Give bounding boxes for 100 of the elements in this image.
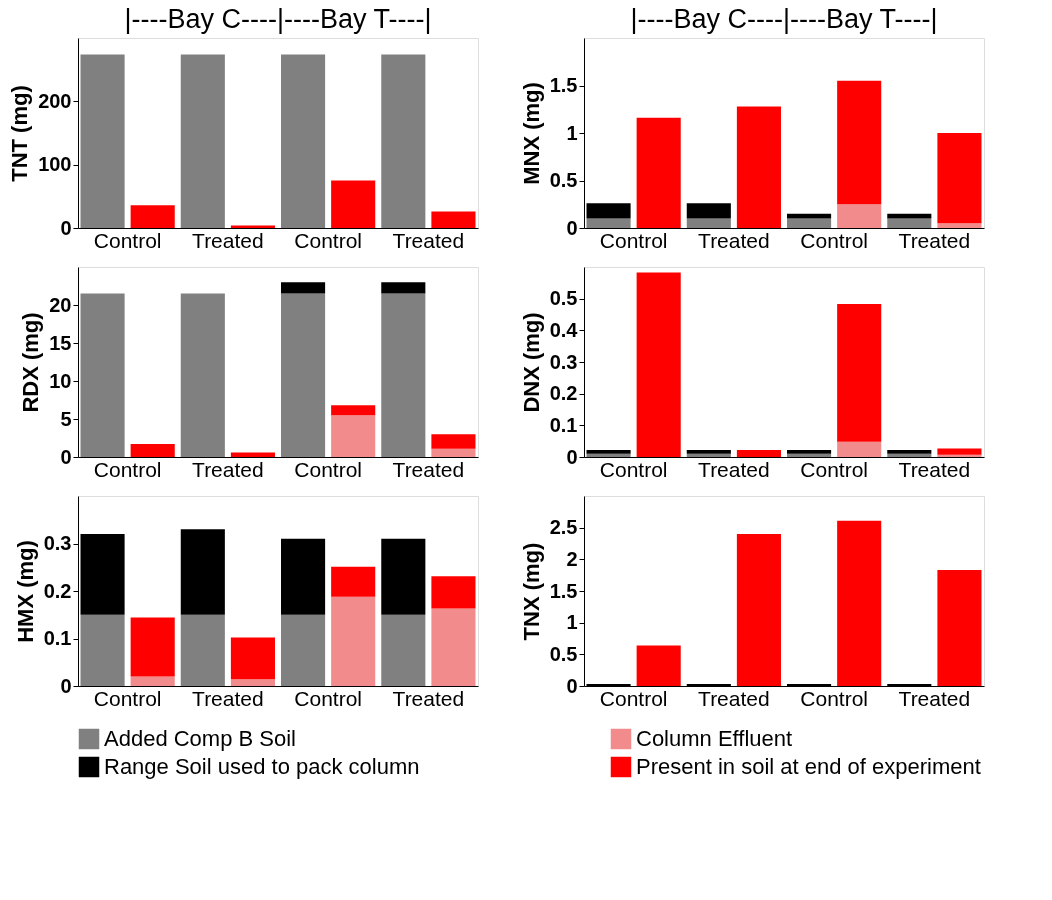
- y-tick-label: 0: [60, 674, 72, 697]
- bar: [837, 441, 882, 457]
- bar: [937, 223, 982, 228]
- y-tick-label: 0.5: [549, 642, 578, 665]
- bar: [180, 54, 225, 228]
- x-tick-label: Treated: [392, 228, 465, 252]
- chart-title: |----Bay C----|----Bay T----|: [124, 4, 432, 34]
- bar: [331, 180, 376, 228]
- bar: [281, 538, 326, 615]
- bar: [331, 596, 376, 686]
- x-tick-label: Control: [294, 228, 362, 252]
- y-tick-label: 0: [566, 216, 578, 239]
- x-tick-label: Control: [93, 686, 162, 710]
- x-tick-label: Treated: [898, 457, 971, 481]
- x-tick-label: Treated: [898, 686, 971, 710]
- y-axis-title: HMX (mg): [12, 540, 38, 643]
- y-tick-label: 15: [49, 331, 72, 354]
- bar: [381, 293, 426, 457]
- bar: [431, 211, 476, 228]
- y-tick-label: 0.3: [43, 532, 72, 554]
- y-axis-title: TNX (mg): [518, 542, 544, 641]
- x-tick-label: Treated: [192, 686, 264, 710]
- y-tick-label: 0.2: [43, 579, 72, 602]
- bar: [331, 566, 376, 597]
- bar: [130, 617, 175, 677]
- bar: [636, 645, 681, 686]
- y-tick-label: 2.5: [549, 516, 578, 539]
- y-tick-label: 0: [566, 674, 578, 697]
- y-tick-label: 0: [566, 445, 578, 468]
- bar: [636, 117, 681, 228]
- x-tick-label: Control: [294, 457, 362, 481]
- y-tick-label: 0.5: [549, 169, 578, 191]
- x-tick-label: Control: [800, 686, 868, 710]
- y-tick-label: 0.5: [549, 287, 578, 310]
- bar: [230, 452, 275, 457]
- x-tick-label: Treated: [698, 228, 770, 252]
- x-tick-label: Control: [800, 228, 868, 252]
- x-tick-label: Control: [599, 228, 668, 252]
- bar: [381, 54, 426, 228]
- x-tick-label: Control: [93, 228, 162, 252]
- bar: [736, 450, 781, 457]
- y-tick-label: 0.3: [549, 350, 578, 373]
- y-tick-label: 0.1: [549, 413, 578, 436]
- bar: [230, 679, 275, 686]
- bar: [431, 434, 476, 449]
- bar: [130, 444, 175, 457]
- y-tick-label: 1.5: [549, 74, 578, 96]
- bar: [937, 448, 982, 455]
- bar: [80, 54, 125, 228]
- bar: [230, 225, 275, 228]
- bar: [837, 80, 882, 205]
- bar: [686, 203, 731, 219]
- y-axis-title: MNX (mg): [518, 82, 544, 185]
- x-tick-label: Control: [599, 686, 668, 710]
- bar: [937, 133, 982, 224]
- bar: [331, 415, 376, 457]
- y-tick-label: 0.1: [43, 627, 72, 649]
- bar: [636, 272, 681, 457]
- x-tick-label: Treated: [898, 228, 971, 252]
- y-axis-title: TNT (mg): [7, 85, 33, 182]
- x-tick-label: Control: [800, 457, 868, 481]
- bar: [80, 534, 125, 615]
- bar: [180, 293, 225, 457]
- y-tick-label: 0: [60, 445, 72, 468]
- bar: [887, 213, 932, 219]
- x-tick-label: Treated: [392, 457, 465, 481]
- chart-title: |----Bay C----|----Bay T----|: [630, 4, 938, 34]
- x-tick-label: Treated: [192, 228, 264, 252]
- bar: [431, 448, 476, 457]
- x-tick-label: Treated: [698, 686, 770, 710]
- bar: [431, 608, 476, 686]
- bar: [586, 203, 631, 219]
- bar: [281, 54, 326, 228]
- y-tick-label: 200: [38, 89, 72, 112]
- legend-label: Range Soil used to pack column: [104, 754, 420, 779]
- bar: [586, 218, 631, 228]
- bar: [431, 576, 476, 609]
- y-tick-label: 1.5: [549, 579, 578, 602]
- bar: [180, 614, 225, 686]
- y-tick-label: 5: [60, 407, 72, 430]
- legend-label: Column Effluent: [636, 726, 793, 751]
- x-tick-label: Control: [294, 686, 362, 710]
- bar: [80, 293, 125, 457]
- x-tick-label: Treated: [392, 686, 465, 710]
- bar: [180, 529, 225, 615]
- bar: [887, 218, 932, 228]
- bar: [281, 293, 326, 457]
- bar: [837, 304, 882, 442]
- bar: [787, 218, 832, 228]
- y-tick-label: 0.2: [549, 382, 578, 405]
- bar: [736, 534, 781, 686]
- bar: [736, 106, 781, 228]
- x-tick-label: Control: [93, 457, 162, 481]
- bar: [787, 213, 832, 219]
- bar: [80, 614, 125, 686]
- bar: [686, 218, 731, 228]
- bar: [130, 205, 175, 228]
- bar: [381, 538, 426, 615]
- x-tick-label: Treated: [192, 457, 264, 481]
- bar: [281, 614, 326, 686]
